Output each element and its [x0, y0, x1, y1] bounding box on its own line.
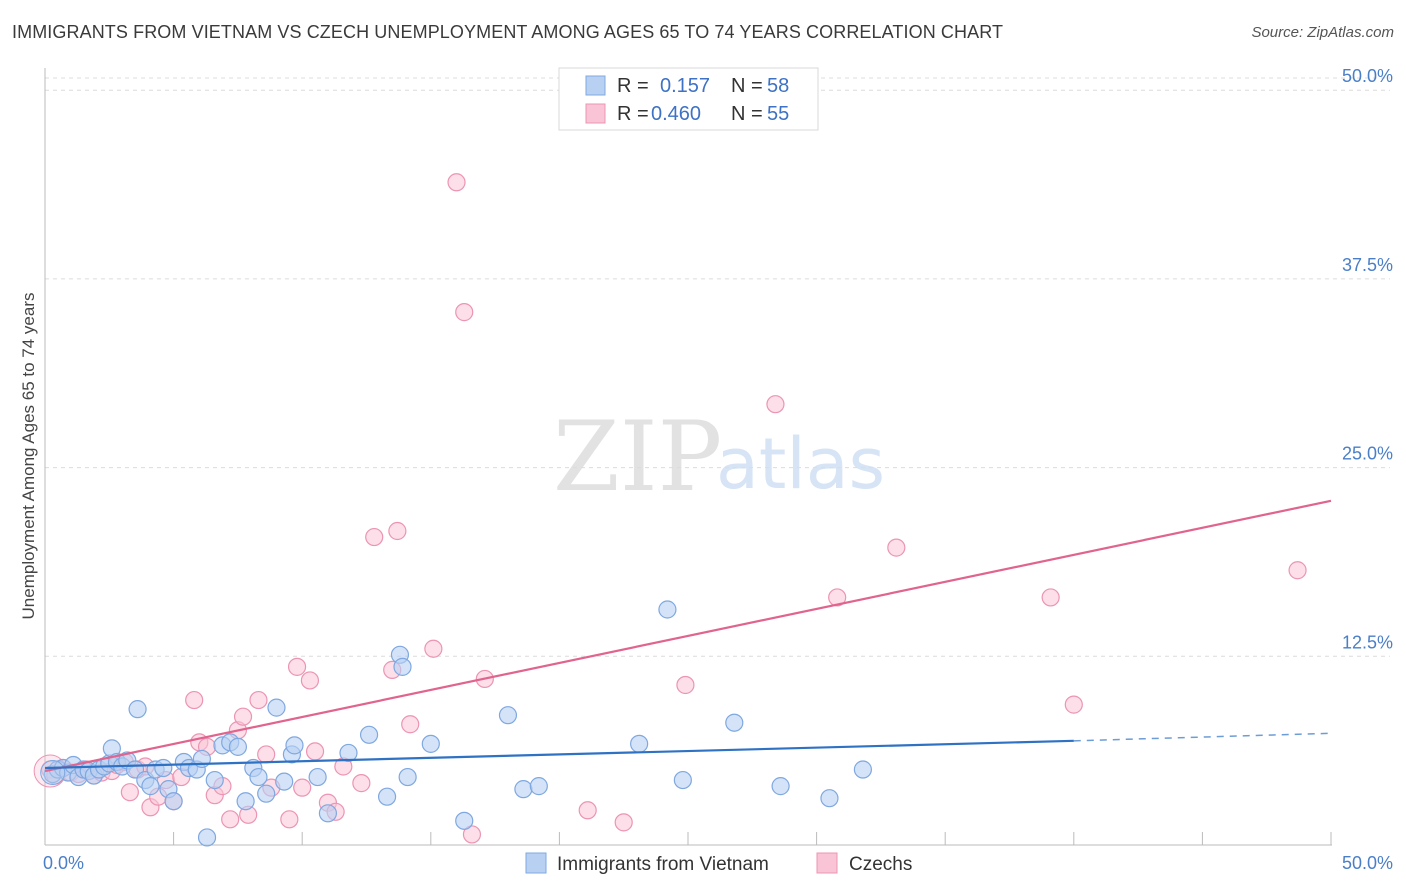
czechs-point — [578, 801, 597, 820]
vietnam-point — [673, 770, 692, 790]
legend-swatch-vietnam — [585, 75, 606, 96]
legend-n-value-vietnam: 58 — [767, 75, 789, 97]
x-axis-ticks — [173, 832, 1332, 845]
y-axis-label: Unemployment Among Ages 65 to 74 years — [19, 293, 38, 620]
vietnam-point — [421, 734, 440, 753]
czechs-point — [280, 810, 299, 829]
vietnam-point — [308, 767, 327, 787]
czechs-point — [676, 675, 695, 695]
czechs-point — [462, 825, 482, 844]
vietnam-point — [853, 760, 872, 779]
vietnam-trend-extension — [1073, 732, 1332, 742]
czechs-point — [352, 774, 371, 793]
czechs-point — [233, 707, 253, 726]
watermark-atlas: atlas — [716, 423, 885, 505]
vietnam-point — [820, 789, 839, 808]
vietnam-point — [377, 787, 397, 806]
czechs-point — [424, 639, 443, 658]
vietnam-point — [498, 706, 518, 725]
y-tick-label: 25.0% — [1342, 444, 1393, 464]
chart-title: IMMIGRANTS FROM VIETNAM VS CZECH UNEMPLO… — [12, 22, 1004, 42]
czechs-point — [293, 778, 312, 797]
vietnam-point-cluster — [40, 760, 66, 786]
czechs-point — [257, 745, 276, 764]
vietnam-point — [398, 767, 417, 787]
vietnam-point — [630, 734, 649, 753]
czechs-point — [401, 715, 420, 734]
x-tick-label-min: 0.0% — [43, 853, 84, 873]
vietnam-point — [141, 777, 160, 796]
x-tick-label-max: 50.0% — [1342, 853, 1393, 873]
vietnam-point — [197, 828, 217, 847]
czechs-point — [887, 538, 906, 557]
czechs-point — [388, 521, 407, 541]
vietnam-point — [249, 767, 268, 787]
watermark-zip: ZIP — [553, 401, 722, 513]
vietnam-point — [725, 713, 744, 732]
grid-lines — [45, 77, 1390, 657]
vietnam-point — [164, 792, 183, 811]
vietnam-point — [514, 780, 533, 799]
series-legend-swatch-vietnam — [525, 852, 547, 874]
vietnam-point — [228, 737, 247, 756]
czechs-point — [1041, 588, 1060, 607]
czechs-trend-line — [44, 499, 1332, 773]
series-legend-swatch-czechs — [816, 852, 838, 874]
czechs-point — [305, 742, 325, 761]
czechs-point — [828, 588, 847, 607]
legend-r-value-vietnam: 0.157 — [660, 75, 710, 97]
vietnam-point — [318, 804, 338, 823]
trend-lines — [44, 499, 1332, 773]
legend-n-value-czechs: 55 — [767, 103, 789, 125]
stats-legend: R = 0.157 N = 58 R = 0.460 N = 55 — [558, 67, 819, 131]
y-tick-label: 50.0% — [1342, 66, 1393, 86]
vietnam-point — [275, 772, 294, 791]
vietnam-point — [257, 784, 276, 803]
czechs-point — [1288, 561, 1307, 580]
vietnam-point — [128, 700, 147, 719]
czechs-point — [365, 527, 384, 547]
czechs-point — [766, 395, 785, 414]
source-credit: Source: ZipAtlas.com — [1251, 24, 1394, 41]
czechs-point — [455, 303, 474, 322]
series-legend-label-czechs: Czechs — [849, 854, 912, 875]
czechs-point — [1064, 695, 1083, 714]
vietnam-points — [40, 600, 872, 847]
vietnam-point — [339, 743, 358, 763]
y-tick-labels: 12.5% 25.0% 37.5% 50.0% — [1342, 66, 1393, 652]
vietnam-point — [529, 777, 548, 796]
series-legend: Immigrants from Vietnam Czechs — [525, 852, 912, 875]
vietnam-point — [455, 811, 474, 830]
series-legend-label-vietnam: Immigrants from Vietnam — [557, 854, 769, 875]
vietnam-trend-line — [44, 739, 1074, 770]
czechs-point — [185, 690, 204, 710]
legend-n-label-czechs: N = — [731, 103, 763, 125]
czechs-point — [221, 810, 240, 829]
y-tick-label: 37.5% — [1342, 255, 1393, 275]
czechs-point — [300, 671, 320, 690]
czechs-point — [120, 783, 139, 802]
vietnam-point — [154, 758, 173, 778]
vietnam-point — [771, 777, 790, 796]
vietnam-point — [285, 736, 304, 755]
legend-r-label-czechs: R = — [617, 103, 649, 125]
vietnam-point — [658, 600, 677, 619]
czechs-point — [249, 690, 268, 710]
vietnam-point — [205, 770, 224, 790]
vietnam-point — [267, 698, 286, 717]
vietnam-point — [236, 792, 255, 811]
vietnam-point — [393, 657, 412, 676]
czechs-point — [287, 657, 307, 676]
legend-swatch-czechs — [585, 103, 606, 124]
y-tick-label: 12.5% — [1342, 632, 1393, 652]
vietnam-point — [359, 725, 379, 744]
czechs-point — [614, 813, 633, 832]
legend-n-label-vietnam: N = — [731, 75, 763, 97]
legend-r-value-czechs: 0.460 — [651, 103, 701, 125]
czechs-point — [447, 173, 466, 192]
legend-r-label-vietnam: R = — [617, 75, 649, 97]
